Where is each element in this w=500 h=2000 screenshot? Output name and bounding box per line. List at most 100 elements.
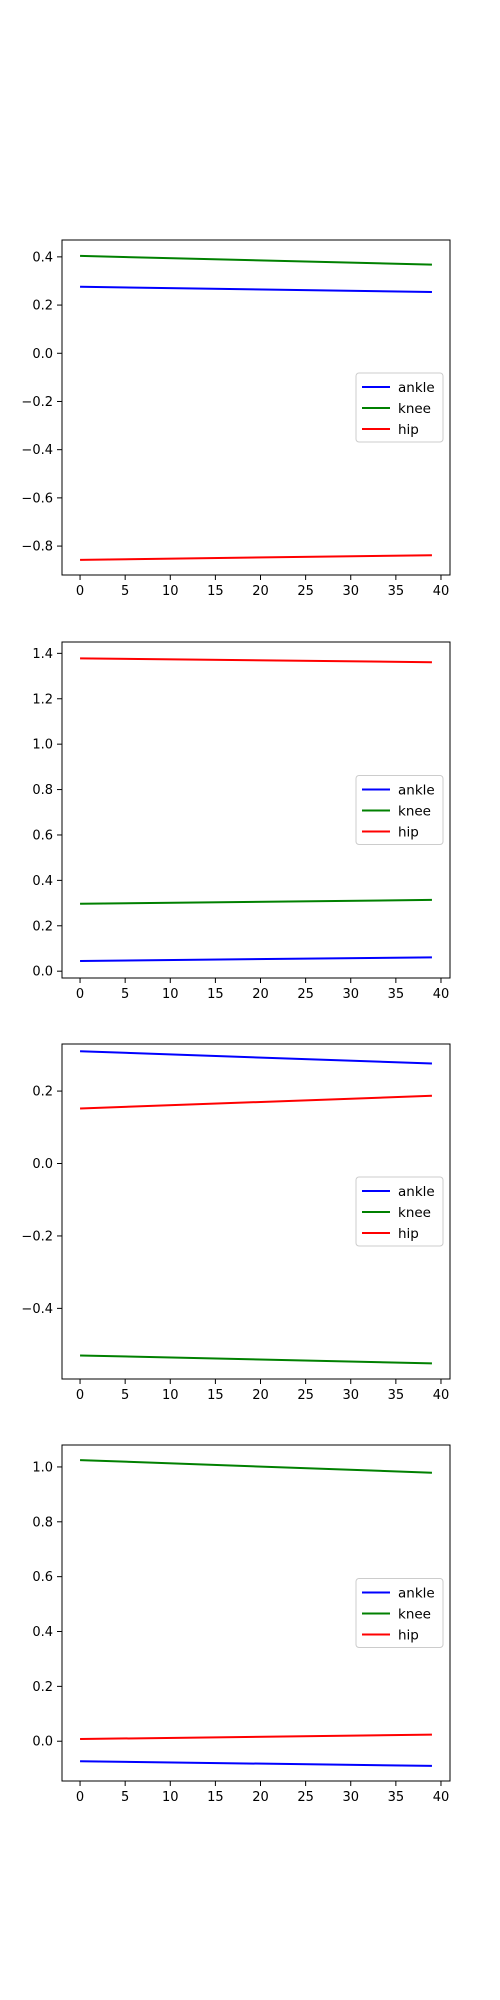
y-tick-label: −0.4: [21, 1302, 53, 1317]
y-tick-label: 0.0: [32, 1735, 53, 1750]
chart-2: 0 5 10 15 20 25 30 35 40 0.0 0.2 0.4 0.6 0.8 1.0 1.2 1.4…: [32, 641, 451, 1002]
legend-label-ankle: ankle: [398, 380, 435, 396]
series-line-ankle: [80, 1760, 432, 1767]
y-tick-label: 1.0: [32, 1460, 53, 1475]
axes-frame: [61, 239, 451, 576]
series-line-hip: [80, 1094, 432, 1110]
y-tick-label: −0.8: [21, 540, 53, 555]
chart-3: 0 5 10 15 20 25 30 35 40 −0.4 −0.2 0.0 0.2 ankle knee h…: [21, 1043, 451, 1403]
legend-label-ankle: ankle: [398, 1184, 435, 1200]
legend-label-hip: hip: [398, 422, 419, 438]
x-tick-label: 15: [207, 1790, 224, 1805]
x-tick-label: 0: [76, 1790, 84, 1805]
legend-label-knee: knee: [398, 1205, 431, 1221]
y-tick-label: 0.2: [32, 919, 53, 934]
legend-label-knee: knee: [398, 804, 431, 820]
x-tick-label: 30: [342, 1790, 359, 1805]
series-line-knee: [80, 898, 432, 905]
series-line-ankle: [80, 1050, 432, 1065]
y-tick-label: 0.4: [32, 874, 53, 889]
x-tick-label: 40: [433, 1790, 450, 1805]
x-tick-label: 0: [76, 987, 84, 1002]
series-line-knee: [80, 1459, 432, 1474]
x-tick-label: 10: [162, 987, 179, 1002]
y-tick-label: 0.0: [32, 965, 53, 980]
x-tick-label: 25: [297, 1388, 314, 1403]
x-tick-label: 5: [121, 1790, 129, 1805]
series-line-hip: [80, 657, 432, 664]
chart-1: 0 5 10 15 20 25 30 35 40 −0.8 −0.6 −0.4 −0.2 0.0 0.2 0.…: [21, 239, 451, 599]
x-tick-label: 35: [388, 584, 405, 599]
x-tick-label: 10: [162, 1388, 179, 1403]
y-tick-label: 0.2: [32, 299, 53, 314]
y-tick-label: 0.2: [32, 1085, 53, 1100]
x-tick-label: 5: [121, 584, 129, 599]
x-tick-label: 30: [342, 1388, 359, 1403]
x-tick-label: 25: [297, 1790, 314, 1805]
series-line-hip: [80, 554, 432, 561]
x-tick-label: 5: [121, 987, 129, 1002]
legend-box: [355, 775, 444, 845]
y-tick-label: 0.8: [32, 783, 53, 798]
y-tick-label: 1.2: [32, 692, 53, 707]
y-tick-label: −0.6: [21, 491, 53, 506]
x-tick-label: 0: [76, 584, 84, 599]
series-line-knee: [80, 1354, 432, 1365]
x-tick-label: 40: [433, 987, 450, 1002]
y-tick-label: 0.4: [32, 1625, 53, 1640]
legend-label-ankle: ankle: [398, 783, 435, 799]
x-tick-label: 20: [252, 584, 269, 599]
y-tick-label: 0.4: [32, 250, 53, 265]
legend: ankle knee hip: [355, 1176, 444, 1247]
x-tick-label: 35: [388, 1790, 405, 1805]
legend-label-hip: hip: [398, 1226, 419, 1242]
x-tick-label: 15: [207, 584, 224, 599]
axes-frame: [61, 1444, 451, 1782]
x-tick-label: 40: [433, 584, 450, 599]
legend-box: [355, 1176, 444, 1247]
x-tick-label: 0: [76, 1388, 84, 1403]
axes-frame: [61, 641, 451, 979]
x-tick-label: 10: [162, 584, 179, 599]
series-line-hip: [80, 1733, 432, 1741]
x-tick-label: 30: [342, 987, 359, 1002]
y-tick-label: 0.0: [32, 347, 53, 362]
x-tick-label: 20: [252, 1388, 269, 1403]
y-tick-label: 0.8: [32, 1515, 53, 1530]
x-tick-label: 35: [388, 987, 405, 1002]
series-line-ankle: [80, 285, 432, 294]
legend: ankle knee hip: [355, 372, 444, 443]
legend-label-hip: hip: [398, 825, 419, 841]
y-tick-label: 1.0: [32, 738, 53, 753]
y-tick-label: 0.0: [32, 1157, 53, 1172]
x-tick-label: 25: [297, 584, 314, 599]
legend-box: [355, 372, 444, 443]
chart-4: 0 5 10 15 20 25 30 35 40 0.0 0.2 0.4 0.6 0.8 1.0 ankle k…: [32, 1444, 451, 1805]
y-tick-label: −0.2: [21, 395, 53, 410]
y-tick-label: 1.4: [32, 647, 53, 662]
y-tick-label: 0.2: [32, 1680, 53, 1695]
legend-label-knee: knee: [398, 1607, 431, 1623]
series-line-ankle: [80, 956, 432, 962]
legend-label-knee: knee: [398, 401, 431, 417]
x-tick-label: 10: [162, 1790, 179, 1805]
y-tick-label: 0.6: [32, 828, 53, 843]
legend: ankle knee hip: [355, 1578, 444, 1648]
x-tick-label: 30: [342, 584, 359, 599]
x-tick-label: 5: [121, 1388, 129, 1403]
x-tick-label: 35: [388, 1388, 405, 1403]
x-tick-label: 15: [207, 987, 224, 1002]
legend-box: [355, 1578, 444, 1648]
x-tick-label: 40: [433, 1388, 450, 1403]
legend-label-ankle: ankle: [398, 1586, 435, 1602]
legend: ankle knee hip: [355, 775, 444, 845]
x-tick-label: 25: [297, 987, 314, 1002]
x-tick-label: 15: [207, 1388, 224, 1403]
y-tick-label: −0.2: [21, 1229, 53, 1244]
x-tick-label: 20: [252, 1790, 269, 1805]
legend-label-hip: hip: [398, 1628, 419, 1644]
x-tick-label: 20: [252, 987, 269, 1002]
axes-frame: [61, 1043, 451, 1380]
series-line-knee: [80, 254, 432, 266]
